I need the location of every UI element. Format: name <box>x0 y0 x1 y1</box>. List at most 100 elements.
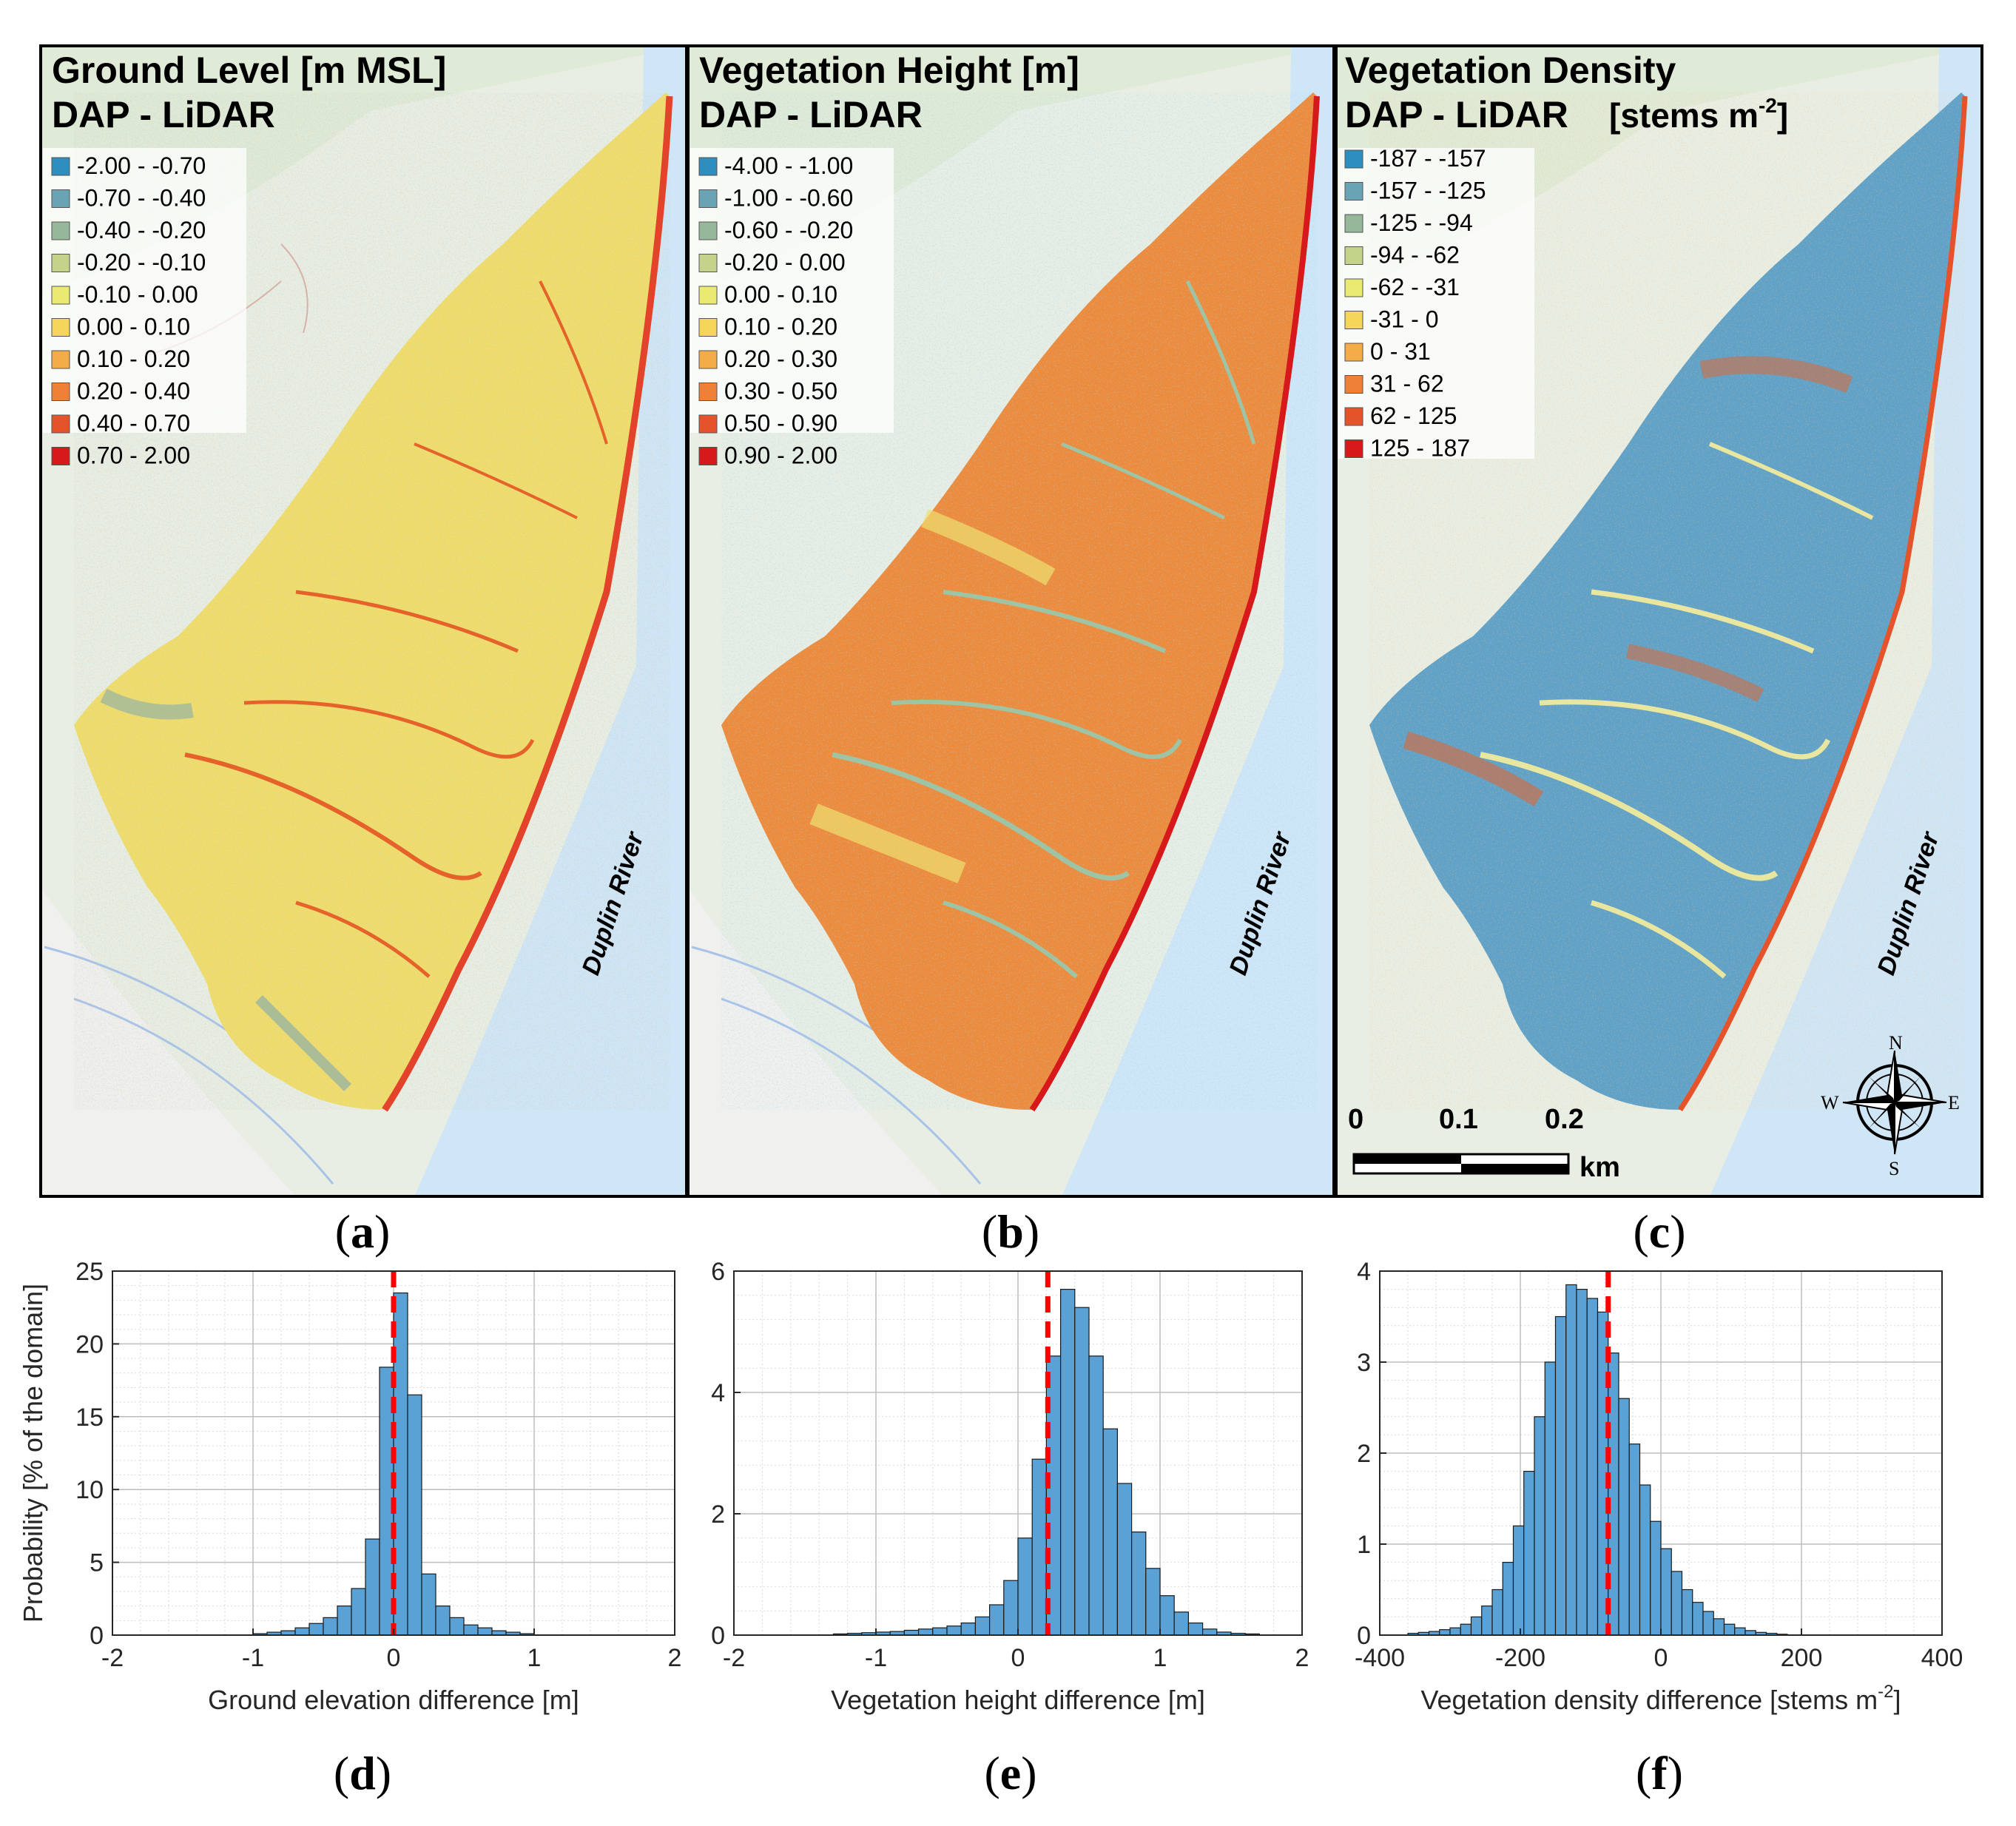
scale-tick-label: 0.1 <box>1439 1104 1478 1135</box>
legend-label: -0.20 - -0.10 <box>77 249 206 276</box>
histogram-bar <box>1671 1571 1683 1636</box>
x-tick-label: -200 <box>1495 1644 1545 1672</box>
histogram-bar <box>1713 1618 1725 1636</box>
scale-bar-segment <box>1354 1154 1461 1164</box>
map-figure: Ground Level [m MSL] DAP - LiDAR -2.00 -… <box>39 44 1983 1198</box>
tidal-channel <box>943 900 1078 979</box>
histogram-bar <box>477 1627 493 1636</box>
scale-tick-label: 0.2 <box>1545 1104 1584 1135</box>
histogram-bar <box>421 1573 436 1636</box>
histogram-bar <box>960 1623 977 1636</box>
legend-swatch <box>1344 149 1363 169</box>
legend-label: -157 - -125 <box>1370 178 1486 204</box>
tidal-channel <box>243 700 535 759</box>
y-tick-label: 5 <box>90 1549 104 1577</box>
river <box>1062 46 1334 1196</box>
legend-swatch <box>1344 182 1363 201</box>
levee-edge <box>1029 95 1320 1112</box>
histogram-bar <box>337 1606 352 1636</box>
land-shading <box>1336 46 1982 296</box>
histogram-bar <box>1201 1628 1218 1636</box>
legend-label: -62 - -31 <box>1370 274 1460 300</box>
histogram-bar <box>1586 1298 1599 1636</box>
histogram-bar <box>1565 1284 1577 1636</box>
contour-line <box>280 243 309 334</box>
histogram-bar <box>1031 1458 1048 1636</box>
histogram-bar <box>1650 1520 1662 1636</box>
marsh-texture <box>74 92 670 1110</box>
land-shading <box>41 46 687 296</box>
histogram-e: -2 -1 0 1 2 0 2 4 6 Vegetation height difference … <box>681 1258 1332 1715</box>
x-tick-label: -2 <box>723 1644 745 1672</box>
legend-swatch <box>698 318 718 337</box>
x-tick-label: 1 <box>1153 1644 1167 1672</box>
stream-line <box>73 997 334 1185</box>
y-tick-label: 1 <box>1357 1531 1371 1559</box>
legend-box <box>690 148 894 433</box>
histogram-bar <box>1660 1548 1672 1636</box>
x-tick-label: -1 <box>242 1644 264 1672</box>
legend-swatch <box>51 221 70 240</box>
tidal-channel <box>1185 280 1256 445</box>
legend-label: 62 - 125 <box>1370 402 1457 429</box>
histogram-bar <box>1534 1416 1545 1636</box>
histogram-bar <box>1481 1606 1493 1636</box>
histogram-bar <box>1470 1616 1483 1636</box>
tidal-channel <box>1539 699 1831 760</box>
histogram-f: -400 -200 0 200 400 0 1 2 3 4 Vegetation density d… <box>1317 1258 1983 1715</box>
histogram-bar <box>294 1627 310 1636</box>
legend-swatch <box>1344 311 1363 329</box>
low-area <box>921 508 1056 586</box>
tidal-channel <box>1480 752 1779 881</box>
map-frame <box>1335 44 1983 1198</box>
y-tick-label: 0 <box>1357 1622 1371 1650</box>
scale-tick-label: 0 <box>1348 1104 1363 1135</box>
x-tick-label: 2 <box>668 1644 682 1672</box>
histogram-bar <box>1449 1627 1461 1636</box>
histogram-bar <box>1187 1623 1204 1636</box>
x-tick-label: 0 <box>387 1644 401 1672</box>
tidal-channel <box>184 752 482 880</box>
map-subtitle: DAP - LiDAR <box>699 94 923 135</box>
tidal-channel <box>943 590 1167 653</box>
legend-label: 0.70 - 2.00 <box>77 442 190 469</box>
tidal-channel <box>295 590 519 653</box>
histogram-bar <box>323 1617 338 1636</box>
legend-label: 0.90 - 2.00 <box>724 442 837 469</box>
legend-swatch <box>1344 246 1363 265</box>
histogram-bar <box>918 1628 934 1636</box>
histogram-bar <box>1116 1483 1133 1636</box>
panel-label-c: (c) <box>1633 1205 1686 1258</box>
x-tick-label: 2 <box>1295 1644 1309 1672</box>
scale-bar-segment <box>1461 1164 1568 1173</box>
levee-edge <box>1678 95 1968 1111</box>
land-shading <box>41 888 296 1196</box>
compass-rose-icon: N S E W <box>1821 1032 1960 1179</box>
map-subtitle: DAP - LiDAR <box>1345 94 1568 135</box>
legend-label: 0.30 - 0.50 <box>724 378 837 405</box>
legend-label: -1.00 - -0.60 <box>724 185 853 212</box>
high-density-area <box>1403 731 1544 807</box>
legend-swatch <box>698 350 718 369</box>
low-area <box>100 689 194 720</box>
legend-box <box>43 148 246 433</box>
tidal-channel <box>891 699 1182 759</box>
legend-label: 0.50 - 0.90 <box>724 410 837 437</box>
legend: -187 - -157 -157 - -125 -125 - -94 -94 - -6… <box>1344 145 1486 462</box>
legend-swatch <box>698 414 718 434</box>
histogram-bar <box>309 1623 324 1636</box>
histogram-bar <box>449 1617 465 1636</box>
legend-swatch <box>698 447 718 465</box>
legend-swatch <box>51 447 70 465</box>
legend-swatch <box>51 189 70 208</box>
histogram-bar <box>989 1604 1005 1636</box>
histogram-bar <box>1059 1288 1076 1636</box>
legend-label: 31 - 62 <box>1370 371 1444 397</box>
legend-label: -94 - -62 <box>1370 242 1460 269</box>
histogram-bar <box>365 1538 380 1636</box>
histogram-bar <box>1618 1398 1630 1636</box>
y-tick-label: 20 <box>75 1330 104 1358</box>
levee-edge <box>382 95 673 1112</box>
histogram-bar <box>1502 1562 1514 1636</box>
tidal-channel <box>1061 442 1226 520</box>
